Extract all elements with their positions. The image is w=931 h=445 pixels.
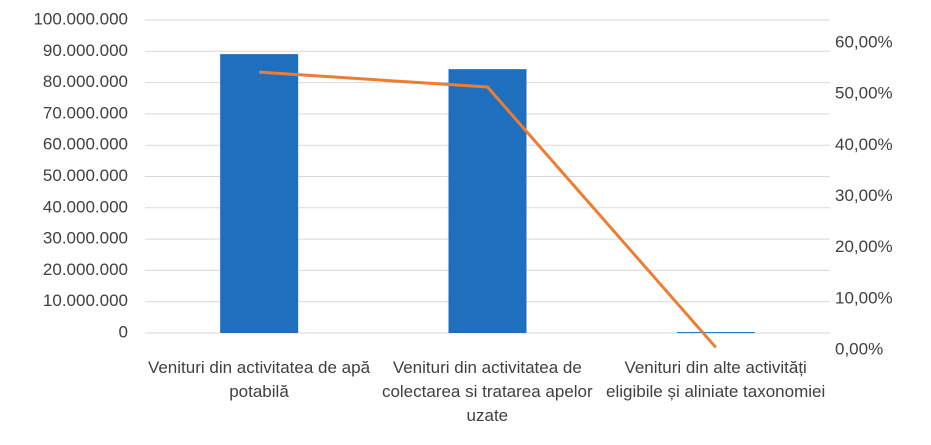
- y-tick-label: 10.000.000: [43, 291, 128, 310]
- line: [259, 70, 717, 349]
- x-tick-label: Venituri din activitatea de apă potabilă: [147, 358, 371, 401]
- y-tick-label: 30.000.000: [43, 229, 128, 248]
- y-tick-label: 60.000.000: [43, 135, 128, 154]
- y-tick-label: 50.000.000: [43, 166, 128, 185]
- y2-tick-label: 10,00%: [835, 288, 893, 307]
- y-tick-label: 20.000.000: [43, 260, 128, 279]
- y-tick-label: 100.000.000: [33, 9, 128, 28]
- y-tick-label: 90.000.000: [43, 41, 128, 60]
- x-tick-label: Venituri din activitatea de colectarea s…: [381, 358, 593, 425]
- y2-tick-label: 30,00%: [835, 186, 893, 205]
- y2-tick-label: 50,00%: [835, 84, 893, 103]
- bar: [448, 69, 527, 334]
- y-tick-label: 80.000.000: [43, 72, 128, 91]
- y-tick-label: 70.000.000: [43, 103, 128, 122]
- y-tick-label: 0: [119, 322, 128, 341]
- y2-tick-label: 20,00%: [835, 237, 893, 256]
- y2-tick-label: 60,00%: [835, 32, 893, 51]
- y-tick-label: 40.000.000: [43, 197, 128, 216]
- bar: [220, 54, 299, 333]
- y2-tick-label: 0,00%: [835, 339, 883, 358]
- y2-tick-label: 40,00%: [835, 135, 893, 154]
- bar: [676, 332, 755, 334]
- x-tick-label: Venituri din alte activități eligibile ș…: [606, 358, 826, 401]
